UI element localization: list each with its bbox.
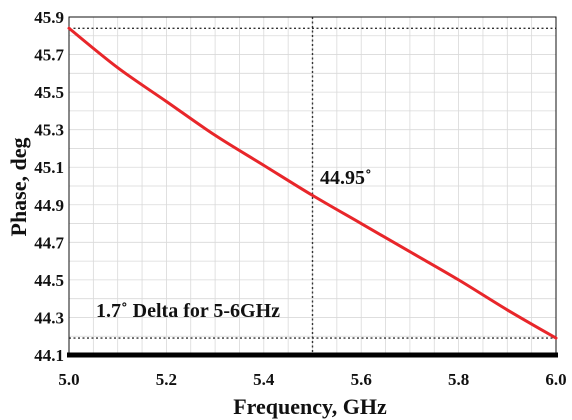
x-tick-label: 5.2 bbox=[156, 370, 177, 389]
y-tick-label: 44.7 bbox=[34, 233, 64, 252]
x-tick-label: 5.0 bbox=[58, 370, 79, 389]
y-tick-label: 45.1 bbox=[34, 158, 64, 177]
y-tick-label: 44.3 bbox=[34, 308, 64, 327]
y-tick-label: 44.5 bbox=[34, 271, 64, 290]
y-tick-label: 44.1 bbox=[34, 346, 64, 365]
series-line bbox=[67, 26, 558, 340]
y-tick-label: 45.7 bbox=[34, 46, 64, 65]
x-tick-label: 5.6 bbox=[351, 370, 372, 389]
y-tick-label: 44.9 bbox=[34, 196, 64, 215]
x-tick-labels: 5.0 5.2 5.4 5.6 5.8 6.0 bbox=[58, 370, 566, 389]
x-tick-label: 6.0 bbox=[545, 370, 566, 389]
y-axis-title: Phase, deg bbox=[6, 138, 31, 237]
delta-annotation: 1.7˚ Delta for 5-6GHz bbox=[96, 300, 280, 322]
reference-lines bbox=[69, 17, 556, 355]
y-tick-label: 45.9 bbox=[34, 8, 64, 27]
x-axis-title: Frequency, GHz bbox=[233, 394, 387, 419]
y-tick-label: 45.5 bbox=[34, 83, 64, 102]
point-value-annotation: 44.95˚ bbox=[320, 167, 372, 189]
y-tick-labels: 44.1 44.3 44.5 44.7 44.9 45.1 45.3 45.5 45.7 45.9 bbox=[34, 8, 64, 365]
x-tick-label: 5.4 bbox=[253, 370, 275, 389]
y-tick-label: 45.3 bbox=[34, 121, 64, 140]
series-layer bbox=[67, 26, 558, 340]
x-tick-label: 5.8 bbox=[448, 370, 469, 389]
